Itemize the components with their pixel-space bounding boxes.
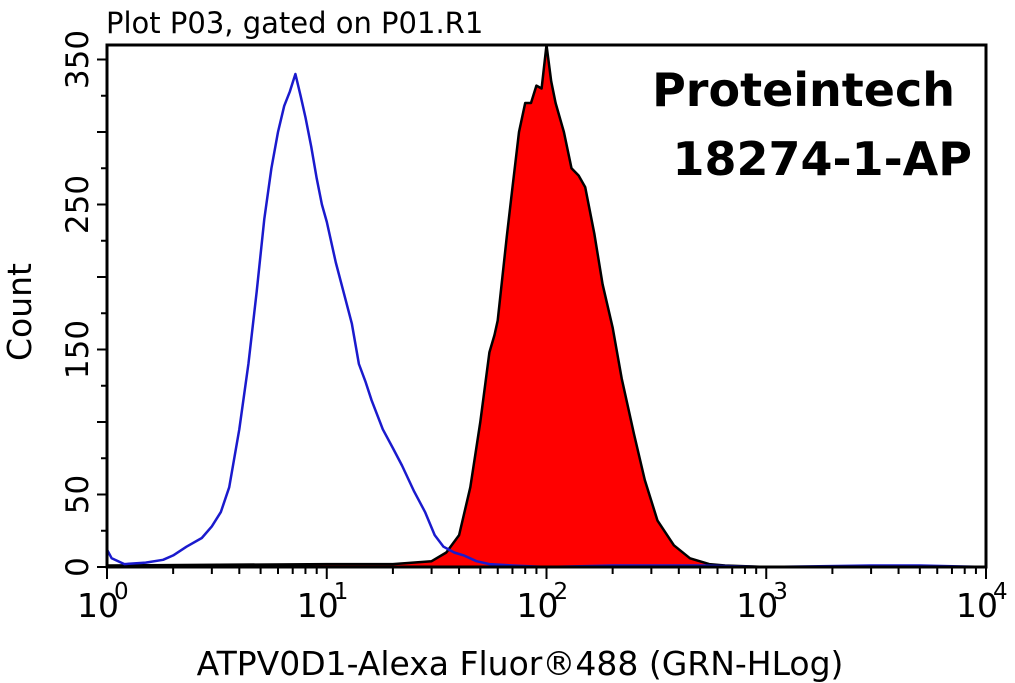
x-tick-label: 10 [736, 586, 778, 625]
watermark-line-1: Proteintech [652, 63, 955, 117]
x-tick-label: 10 [297, 586, 339, 625]
x-tick-label: 10 [517, 586, 559, 625]
histogram-filled-series [105, 43, 988, 569]
y-tick-label: 250 [60, 175, 96, 234]
x-tick-exponent: 2 [554, 579, 569, 605]
y-tick-label: 150 [60, 320, 96, 379]
y-axis-label: Count [0, 263, 39, 361]
y-tick-label: 350 [60, 30, 96, 89]
y-tick-label: 50 [60, 475, 96, 514]
y-tick-label: 0 [60, 557, 96, 577]
x-tick-exponent: 1 [334, 579, 349, 605]
chart-title: Plot P03, gated on P01.R1 [106, 6, 483, 40]
x-tick-label: 10 [956, 586, 998, 625]
x-axis-label: ATPV0D1-Alexa Fluor®488 (GRN-HLog) [197, 644, 844, 683]
watermark-line-2: 18274-1-AP [672, 132, 972, 186]
x-tick-exponent: 4 [993, 579, 1008, 605]
x-tick-exponent: 0 [114, 579, 129, 605]
x-tick-exponent: 3 [773, 579, 788, 605]
histogram-outline-series [105, 72, 987, 569]
x-tick-label: 10 [77, 586, 119, 625]
